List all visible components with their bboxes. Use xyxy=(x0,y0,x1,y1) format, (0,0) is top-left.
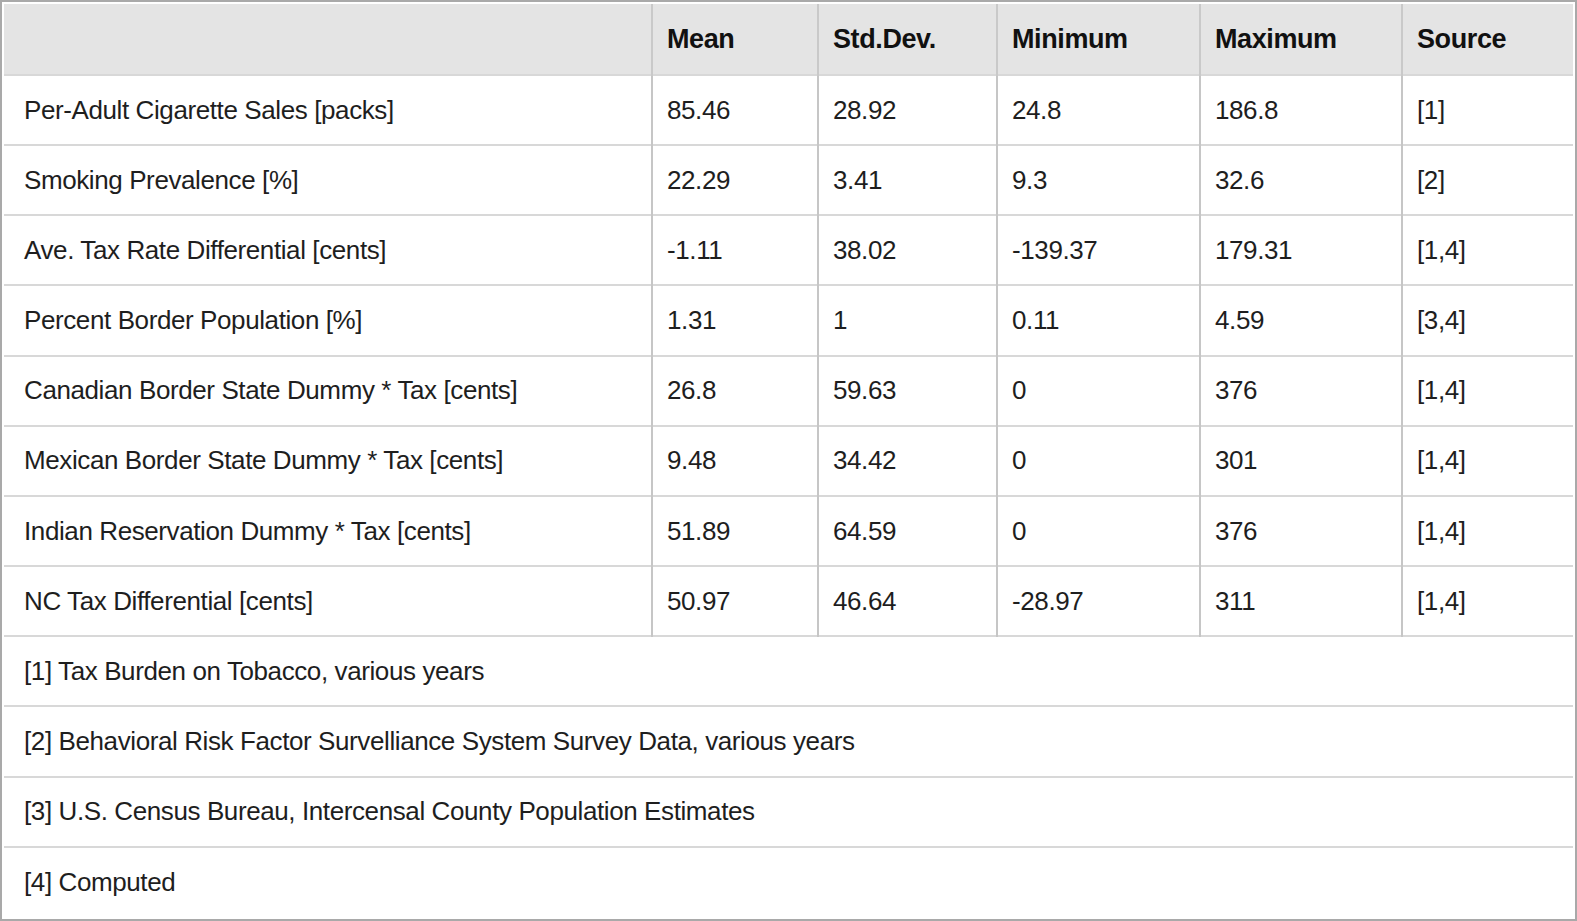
row-label-cell: Canadian Border State Dummy * Tax [cents… xyxy=(4,356,652,426)
maximum-cell: 179.31 xyxy=(1200,215,1402,285)
maximum-cell: 301 xyxy=(1200,426,1402,496)
footnote-text: [1] Tax Burden on Tobacco, various years xyxy=(4,636,1573,706)
std-dev-cell: 38.02 xyxy=(818,215,997,285)
header-cell-std-dev: Std.Dev. xyxy=(818,4,997,75)
source-cell: [3,4] xyxy=(1402,285,1573,355)
header-cell-maximum: Maximum xyxy=(1200,4,1402,75)
header-cell-source: Source xyxy=(1402,4,1573,75)
table-row: NC Tax Differential [cents] 50.97 46.64 … xyxy=(4,566,1573,636)
summary-statistics-table: Mean Std.Dev. Minimum Maximum Source Per… xyxy=(4,4,1573,917)
source-cell: [1,4] xyxy=(1402,566,1573,636)
maximum-cell: 4.59 xyxy=(1200,285,1402,355)
row-label-cell: Smoking Prevalence [%] xyxy=(4,145,652,215)
maximum-cell: 376 xyxy=(1200,356,1402,426)
mean-cell: -1.11 xyxy=(652,215,818,285)
header-cell-mean: Mean xyxy=(652,4,818,75)
summary-statistics-table-frame: Mean Std.Dev. Minimum Maximum Source Per… xyxy=(0,0,1577,921)
header-row: Mean Std.Dev. Minimum Maximum Source xyxy=(4,4,1573,75)
std-dev-cell: 46.64 xyxy=(818,566,997,636)
maximum-cell: 376 xyxy=(1200,496,1402,566)
table-row: Canadian Border State Dummy * Tax [cents… xyxy=(4,356,1573,426)
minimum-cell: 0.11 xyxy=(997,285,1200,355)
source-cell: [1,4] xyxy=(1402,215,1573,285)
table-row: Ave. Tax Rate Differential [cents] -1.11… xyxy=(4,215,1573,285)
maximum-cell: 311 xyxy=(1200,566,1402,636)
source-cell: [1] xyxy=(1402,75,1573,145)
minimum-cell: -139.37 xyxy=(997,215,1200,285)
minimum-cell: 0 xyxy=(997,496,1200,566)
mean-cell: 50.97 xyxy=(652,566,818,636)
source-cell: [1,4] xyxy=(1402,496,1573,566)
mean-cell: 1.31 xyxy=(652,285,818,355)
std-dev-cell: 3.41 xyxy=(818,145,997,215)
maximum-cell: 186.8 xyxy=(1200,75,1402,145)
header-cell-minimum: Minimum xyxy=(997,4,1200,75)
row-label-cell: NC Tax Differential [cents] xyxy=(4,566,652,636)
header-cell-blank xyxy=(4,4,652,75)
footnote-row: [3] U.S. Census Bureau, Intercensal Coun… xyxy=(4,777,1573,847)
footnote-row: [2] Behavioral Risk Factor Survelliance … xyxy=(4,706,1573,776)
source-cell: [1,4] xyxy=(1402,426,1573,496)
std-dev-cell: 64.59 xyxy=(818,496,997,566)
table-row: Mexican Border State Dummy * Tax [cents]… xyxy=(4,426,1573,496)
row-label-cell: Per-Adult Cigarette Sales [packs] xyxy=(4,75,652,145)
minimum-cell: 0 xyxy=(997,356,1200,426)
table-row: Per-Adult Cigarette Sales [packs] 85.46 … xyxy=(4,75,1573,145)
row-label-cell: Percent Border Population [%] xyxy=(4,285,652,355)
std-dev-cell: 1 xyxy=(818,285,997,355)
maximum-cell: 32.6 xyxy=(1200,145,1402,215)
std-dev-cell: 34.42 xyxy=(818,426,997,496)
mean-cell: 9.48 xyxy=(652,426,818,496)
std-dev-cell: 59.63 xyxy=(818,356,997,426)
minimum-cell: 24.8 xyxy=(997,75,1200,145)
table-row: Percent Border Population [%] 1.31 1 0.1… xyxy=(4,285,1573,355)
table-row: Smoking Prevalence [%] 22.29 3.41 9.3 32… xyxy=(4,145,1573,215)
mean-cell: 26.8 xyxy=(652,356,818,426)
minimum-cell: 9.3 xyxy=(997,145,1200,215)
footnote-text: [4] Computed xyxy=(4,847,1573,917)
minimum-cell: -28.97 xyxy=(997,566,1200,636)
row-label-cell: Mexican Border State Dummy * Tax [cents] xyxy=(4,426,652,496)
row-label-cell: Indian Reservation Dummy * Tax [cents] xyxy=(4,496,652,566)
mean-cell: 51.89 xyxy=(652,496,818,566)
mean-cell: 22.29 xyxy=(652,145,818,215)
footnote-row: [4] Computed xyxy=(4,847,1573,917)
mean-cell: 85.46 xyxy=(652,75,818,145)
source-cell: [1,4] xyxy=(1402,356,1573,426)
source-cell: [2] xyxy=(1402,145,1573,215)
footnote-text: [2] Behavioral Risk Factor Survelliance … xyxy=(4,706,1573,776)
table-row: Indian Reservation Dummy * Tax [cents] 5… xyxy=(4,496,1573,566)
footnote-row: [1] Tax Burden on Tobacco, various years xyxy=(4,636,1573,706)
std-dev-cell: 28.92 xyxy=(818,75,997,145)
row-label-cell: Ave. Tax Rate Differential [cents] xyxy=(4,215,652,285)
footnote-text: [3] U.S. Census Bureau, Intercensal Coun… xyxy=(4,777,1573,847)
minimum-cell: 0 xyxy=(997,426,1200,496)
